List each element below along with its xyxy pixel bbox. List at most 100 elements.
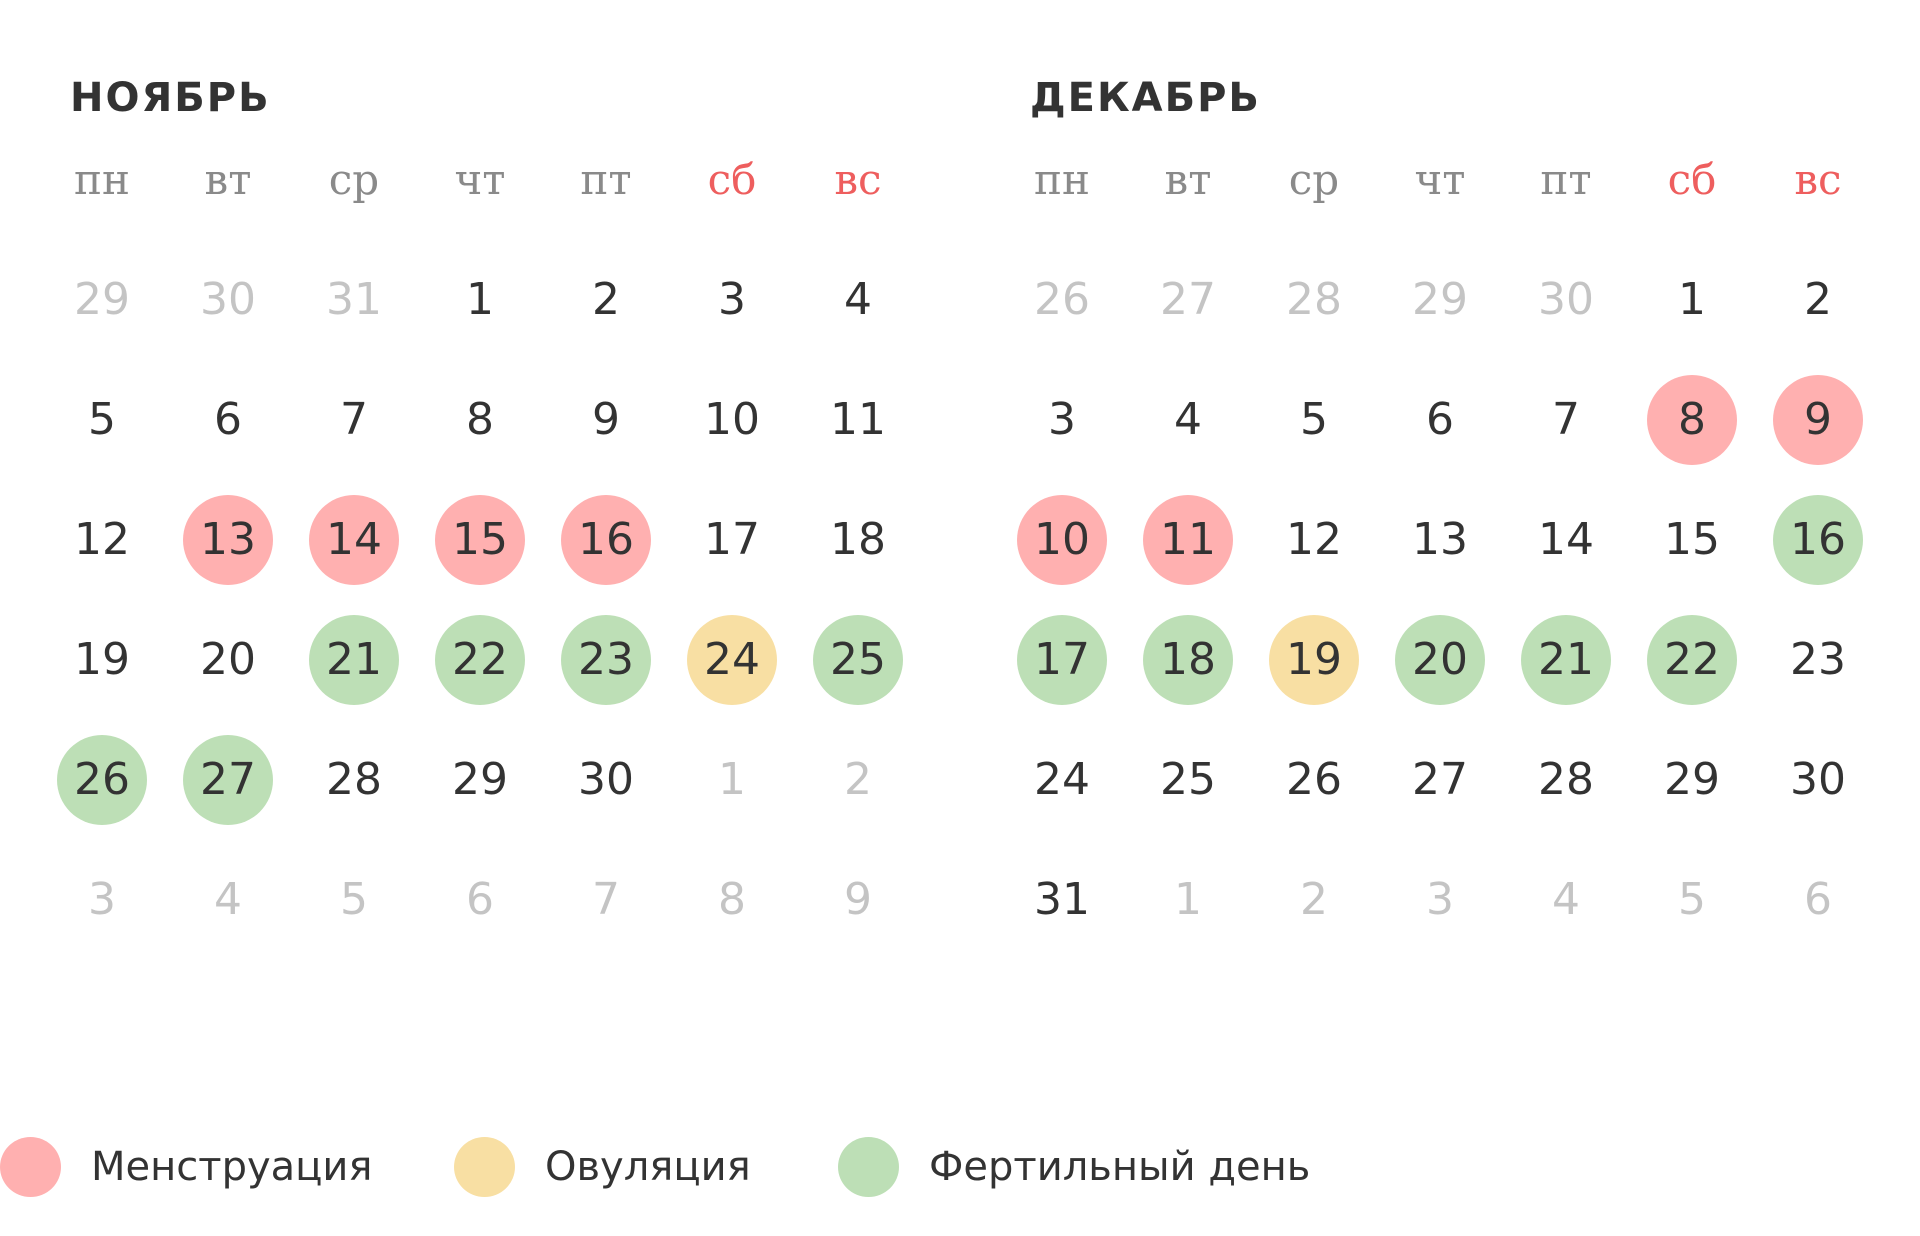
day-cell-other-month[interactable]: 26 [999,255,1125,345]
day-cell[interactable]: 11 [795,375,921,465]
day-cell[interactable]: 7 [1503,375,1629,465]
day-cell[interactable]: 4 [1125,375,1251,465]
day-cell-menstruation[interactable]: 9 [1755,375,1881,465]
day-number: 4 [844,274,872,325]
day-cell[interactable]: 1 [1629,255,1755,345]
day-number: 21 [326,634,382,685]
day-cell-other-month[interactable]: 2 [1251,855,1377,945]
day-cell[interactable]: 29 [1629,735,1755,825]
day-cell[interactable]: 18 [795,495,921,585]
day-cell[interactable]: 19 [39,615,165,705]
day-cell-fertile[interactable]: 25 [795,615,921,705]
day-cell[interactable]: 28 [1503,735,1629,825]
day-cell[interactable]: 15 [1629,495,1755,585]
day-number: 22 [452,634,508,685]
day-number: 14 [1538,514,1594,565]
day-cell-other-month[interactable]: 1 [1125,855,1251,945]
day-cell-other-month[interactable]: 2 [795,735,921,825]
day-cell-other-month[interactable]: 29 [39,255,165,345]
day-number: 29 [1412,274,1468,325]
day-cell[interactable]: 6 [165,375,291,465]
day-cell-ovulation[interactable]: 19 [1251,615,1377,705]
day-cell[interactable]: 5 [39,375,165,465]
legend: Менструация Овуляция Фертильный день [0,1137,1920,1197]
day-cell[interactable]: 7 [291,375,417,465]
day-cell[interactable]: 13 [1377,495,1503,585]
day-cell-fertile[interactable]: 21 [291,615,417,705]
day-cell[interactable]: 3 [669,255,795,345]
day-cell-fertile[interactable]: 16 [1755,495,1881,585]
day-cell[interactable]: 30 [543,735,669,825]
day-cell[interactable]: 14 [1503,495,1629,585]
day-cell-fertile[interactable]: 22 [1629,615,1755,705]
day-cell-other-month[interactable]: 4 [165,855,291,945]
day-cell[interactable]: 30 [1755,735,1881,825]
day-cell-menstruation[interactable]: 16 [543,495,669,585]
day-cell[interactable]: 23 [1755,615,1881,705]
day-cell[interactable]: 29 [417,735,543,825]
day-cell[interactable]: 31 [999,855,1125,945]
day-cell[interactable]: 1 [417,255,543,345]
day-number: 29 [452,754,508,805]
day-cell-menstruation[interactable]: 13 [165,495,291,585]
day-cell-other-month[interactable]: 5 [291,855,417,945]
day-cell[interactable]: 28 [291,735,417,825]
day-cell-fertile[interactable]: 20 [1377,615,1503,705]
day-cell[interactable]: 4 [795,255,921,345]
day-cell-fertile[interactable]: 26 [39,735,165,825]
day-number: 13 [1412,514,1468,565]
day-cell[interactable]: 5 [1251,375,1377,465]
day-cell-fertile[interactable]: 17 [999,615,1125,705]
day-cell-other-month[interactable]: 6 [417,855,543,945]
day-cell[interactable]: 3 [999,375,1125,465]
day-cell-menstruation[interactable]: 14 [291,495,417,585]
day-number: 16 [578,514,634,565]
day-cell[interactable]: 27 [1377,735,1503,825]
day-cell[interactable]: 12 [39,495,165,585]
day-cell[interactable]: 2 [543,255,669,345]
day-cell[interactable]: 26 [1251,735,1377,825]
day-cell-menstruation[interactable]: 11 [1125,495,1251,585]
menstruation-marker-icon [183,495,273,585]
day-cell-other-month[interactable]: 3 [39,855,165,945]
day-cell[interactable]: 12 [1251,495,1377,585]
day-cell-fertile[interactable]: 18 [1125,615,1251,705]
day-cell-fertile[interactable]: 23 [543,615,669,705]
day-cell-other-month[interactable]: 30 [1503,255,1629,345]
day-cell-other-month[interactable]: 4 [1503,855,1629,945]
day-cell-other-month[interactable]: 30 [165,255,291,345]
day-cell-menstruation[interactable]: 8 [1629,375,1755,465]
day-cell-fertile[interactable]: 27 [165,735,291,825]
day-cell-fertile[interactable]: 22 [417,615,543,705]
day-cell[interactable]: 24 [999,735,1125,825]
day-cell-other-month[interactable]: 1 [669,735,795,825]
day-cell-other-month[interactable]: 28 [1251,255,1377,345]
weekday-thu: чт [1414,155,1466,204]
day-cell-other-month[interactable]: 3 [1377,855,1503,945]
day-cell[interactable]: 8 [417,375,543,465]
day-number: 1 [718,754,746,805]
day-cell-menstruation[interactable]: 15 [417,495,543,585]
day-cell[interactable]: 9 [543,375,669,465]
day-cell-other-month[interactable]: 5 [1629,855,1755,945]
day-cell-other-month[interactable]: 9 [795,855,921,945]
menstruation-marker-icon [1773,375,1863,465]
day-cell[interactable]: 25 [1125,735,1251,825]
day-cell-other-month[interactable]: 31 [291,255,417,345]
day-cell-other-month[interactable]: 29 [1377,255,1503,345]
day-cell-other-month[interactable]: 8 [669,855,795,945]
weekday-sat: сб [1667,155,1717,204]
day-cell[interactable]: 10 [669,375,795,465]
day-cell-other-month[interactable]: 27 [1125,255,1251,345]
day-cell[interactable]: 2 [1755,255,1881,345]
day-number: 2 [1300,874,1328,925]
weekday-wed: ср [1288,155,1340,204]
day-cell-menstruation[interactable]: 10 [999,495,1125,585]
day-cell[interactable]: 6 [1377,375,1503,465]
day-cell-ovulation[interactable]: 24 [669,615,795,705]
day-cell-fertile[interactable]: 21 [1503,615,1629,705]
day-cell-other-month[interactable]: 7 [543,855,669,945]
day-cell-other-month[interactable]: 6 [1755,855,1881,945]
day-cell[interactable]: 17 [669,495,795,585]
day-cell[interactable]: 20 [165,615,291,705]
